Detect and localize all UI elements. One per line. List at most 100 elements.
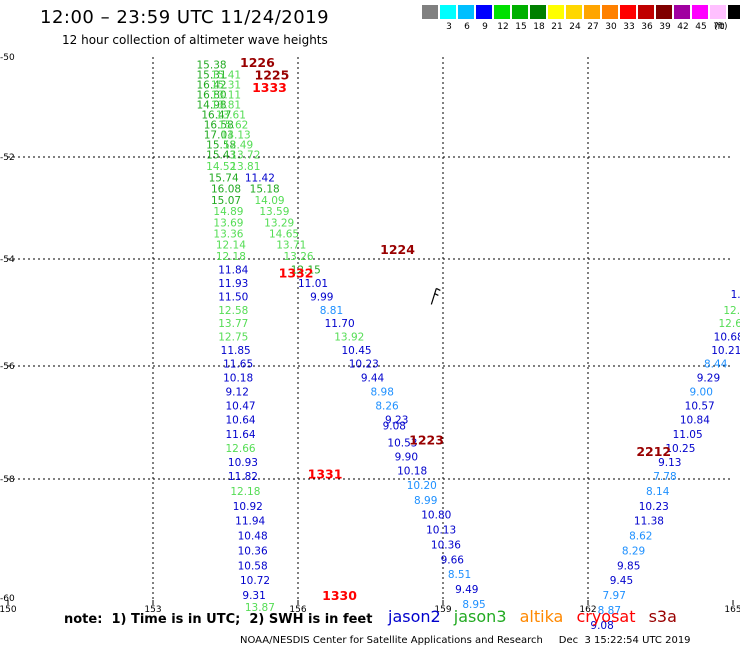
wave-height-value: 13.72: [230, 150, 260, 162]
wave-height-value: 11.42: [245, 172, 275, 184]
wave-height-value: 9.44: [361, 372, 385, 384]
scale-label: 9: [482, 22, 488, 32]
wave-height-value: 16.80: [197, 90, 227, 102]
wave-height-value: 13.81: [211, 100, 241, 112]
track-label: 1332: [279, 265, 314, 280]
scale-label: 21: [551, 22, 563, 32]
wave-height-value: 13.81: [230, 161, 260, 173]
scale-label: 3: [446, 22, 452, 32]
wave-height-value: 10.47: [226, 401, 256, 413]
wave-height-value: 9.85: [617, 560, 640, 572]
wave-height-value: 8.98: [371, 386, 394, 398]
lon-tick-label: 153: [144, 605, 161, 615]
wave-height-value: 10.93: [228, 457, 258, 469]
wave-height-value: 8.51: [448, 569, 471, 581]
wave-height-value: 10.21: [711, 345, 740, 357]
wave-height-value: 11.94: [235, 516, 265, 528]
wave-height-value: 10.36: [238, 545, 268, 557]
wave-height-value: 9.99: [310, 291, 333, 303]
wave-height-value: 9.45: [610, 575, 633, 587]
wave-height-value: 15.62: [218, 120, 248, 132]
wave-height-value: 11.70: [325, 318, 355, 330]
wave-height-value: 16.42: [197, 80, 227, 92]
wave-height-value: 13.69: [213, 217, 243, 229]
wave-height-value: 13.26: [284, 251, 314, 263]
scale-label: 15: [515, 22, 527, 32]
wave-height-value: 11.64: [226, 429, 256, 441]
track-label: 1225: [255, 68, 290, 83]
wave-height-value: 16.08: [211, 184, 241, 196]
scale-swatch: [728, 5, 740, 19]
wave-height-value: 14.98: [197, 100, 227, 112]
scale-swatch: [674, 5, 690, 19]
wave-height-value: 9.00: [690, 386, 713, 398]
wave-height-value: 10.20: [407, 480, 437, 492]
wave-height-value: 12.66: [226, 443, 256, 455]
wave-height-value: 9.12: [226, 386, 249, 398]
wave-height-value: 16.47: [201, 110, 231, 122]
barb-flag: [436, 287, 441, 291]
lon-tick-label: 165: [724, 605, 740, 615]
wave-height-value: 15.41: [211, 70, 241, 82]
wave-height-value: 11.82: [228, 471, 258, 483]
wave-height-value: 12.18: [216, 251, 246, 263]
wave-height-value: 10.53: [387, 437, 417, 449]
wave-height-value: 8.95: [462, 599, 485, 611]
wave-height-value: 11.84: [218, 265, 248, 277]
scale-swatch: [458, 5, 474, 19]
wave-height-value: 13.92: [334, 332, 364, 344]
wave-height-value: 12.49: [223, 140, 253, 152]
wave-height-value: 12.14: [216, 240, 246, 252]
lon-tick-label: 150: [0, 605, 17, 615]
wave-height-value: 17.03: [204, 130, 234, 142]
wave-height-value: 9.08: [590, 620, 613, 632]
wave-height-value: 16.58: [204, 120, 234, 132]
track-label: 1224: [380, 242, 415, 257]
scale-label: 6: [464, 22, 470, 32]
wave-height-value: 15.31: [197, 70, 227, 82]
map-title: 12:00 – 23:59 UTC 11/24/2019: [40, 7, 330, 28]
wave-height-value: 8.99: [414, 495, 437, 507]
axis-labels: 150 153 156 159 162 165 -50 -52 -54 -56 -58 -60: [0, 53, 740, 615]
scale-swatch: [512, 5, 528, 19]
wave-height-value: 13.71: [276, 240, 306, 252]
legend-altika: altika: [519, 607, 564, 626]
wave-height-value: 10.57: [685, 401, 715, 413]
wave-height-value: 13.87: [245, 602, 275, 614]
legend-jason3: jason3: [453, 607, 507, 626]
lon-tick-label: 159: [434, 605, 451, 615]
scale-swatch: [710, 5, 726, 19]
scale-swatch: [494, 5, 510, 19]
scale-label: 36: [641, 22, 653, 32]
wave-height-value: 7.97: [603, 590, 626, 602]
lat-tick-label: -52: [0, 153, 15, 163]
wave-height-value: 15.18: [250, 184, 280, 196]
scale-label: 24: [569, 22, 581, 32]
legend-s3a: s3a: [648, 607, 677, 626]
wave-height-value: 13.77: [218, 318, 248, 330]
scale-unit: (ft): [714, 22, 728, 32]
wave-height-value: 10.80: [421, 510, 451, 522]
wave-height-value: 10.25: [665, 443, 695, 455]
wave-height-value: 1.: [731, 289, 740, 301]
wave-height-value: 8.81: [320, 305, 343, 317]
scale-label: 27: [587, 22, 599, 32]
lat-tick-label: -60: [0, 594, 15, 604]
scale-swatch: [602, 5, 618, 19]
scale-swatch: [584, 5, 600, 19]
wave-height-value: 8.87: [598, 605, 621, 617]
scale-swatch: [530, 5, 546, 19]
wave-height-value: 15.43: [206, 150, 236, 162]
wave-height-value: 12.: [723, 305, 740, 317]
wave-height-value: 15.31: [211, 80, 241, 92]
scale-swatch: [476, 5, 492, 19]
scale-label: 33: [623, 22, 635, 32]
legend-jason2: jason2: [388, 607, 441, 626]
wave-height-value: 7.78: [653, 471, 676, 483]
wave-height-value: 12.58: [218, 305, 248, 317]
wave-height-value: 9.23: [385, 415, 408, 427]
wave-height-value: 10.64: [226, 415, 256, 427]
legend-cryosat: cryosat: [576, 607, 636, 626]
